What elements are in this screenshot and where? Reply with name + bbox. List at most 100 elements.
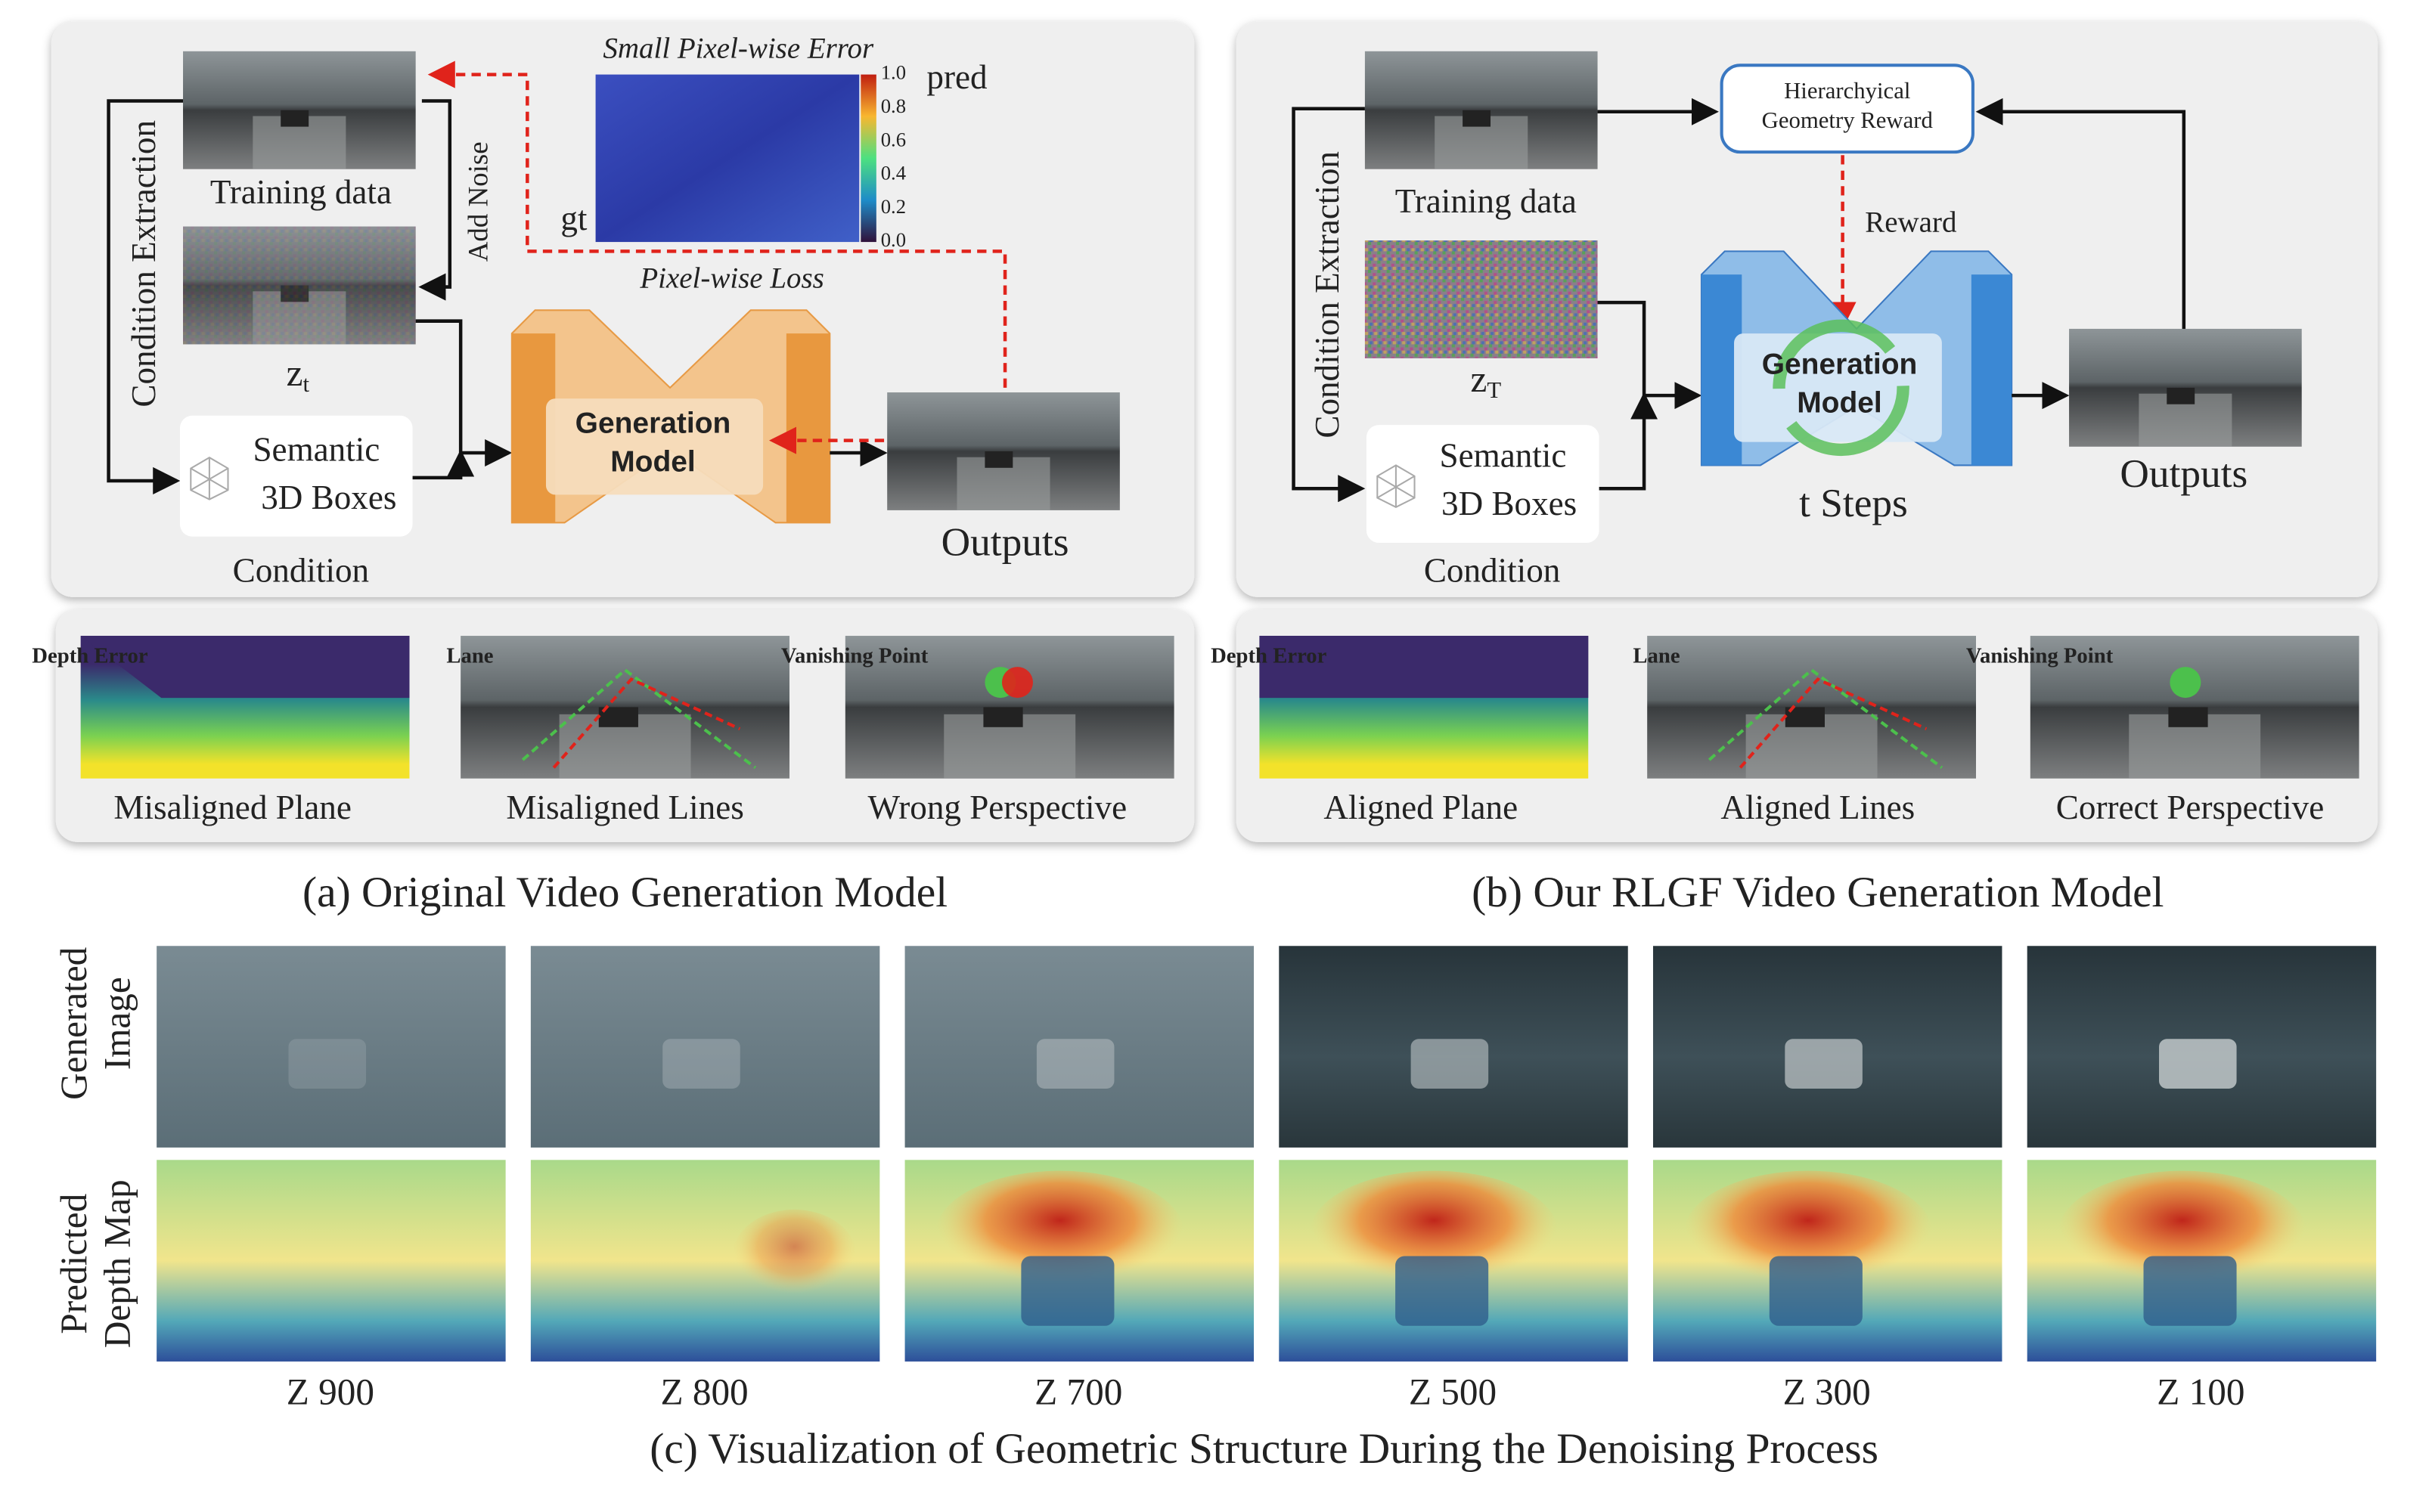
condition-box xyxy=(179,415,413,537)
example-caption: Misaligned Plane xyxy=(113,789,351,826)
cube-icon xyxy=(1376,464,1416,508)
latent-subscript: t xyxy=(302,371,309,397)
image-label: Training data xyxy=(210,173,392,211)
colorbar-tick: 0.4 xyxy=(881,162,906,184)
generated-image xyxy=(530,946,880,1148)
panel-caption: (a) Original Video Generation Model xyxy=(302,869,948,916)
outputs-label: Outputs xyxy=(941,519,1069,564)
row-label: Image xyxy=(96,977,138,1070)
depth-hotspot xyxy=(1310,1170,1559,1295)
depth-map xyxy=(157,1160,506,1362)
depth-hotspot xyxy=(1683,1170,1933,1295)
car-shape xyxy=(662,1039,740,1089)
model-side xyxy=(1971,274,2012,466)
condition-text: 3D Boxes xyxy=(261,479,396,516)
error-title: Small Pixel-wise Error xyxy=(603,33,874,65)
colorbar-tick: 0.2 xyxy=(881,195,906,218)
step-label: Z 800 xyxy=(660,1371,748,1412)
condition-label: Condition xyxy=(233,551,369,589)
flow-arrow xyxy=(415,319,513,467)
flow-arrow xyxy=(1975,98,2186,329)
reward-text: Geometry Reward xyxy=(1762,107,1933,133)
model-text: Model xyxy=(1797,387,1882,420)
car-shape xyxy=(1785,1039,1863,1089)
vertical-label: Condition Extraction xyxy=(125,120,163,407)
model-side xyxy=(786,333,830,523)
example-caption: Aligned Plane xyxy=(1323,789,1518,826)
step-label: Z 700 xyxy=(1035,1371,1122,1412)
reward-label: Reward xyxy=(1865,206,1956,238)
condition-text: Semantic xyxy=(1440,437,1567,475)
car-shape xyxy=(2159,1039,2237,1089)
depth-hotspot xyxy=(2058,1170,2306,1295)
panel-caption: (b) Our RLGF Video Generation Model xyxy=(1472,869,2164,916)
car-shape xyxy=(1410,1039,1489,1089)
flow-arrow xyxy=(107,99,184,494)
noise-overlay xyxy=(183,226,416,345)
model-text: Generation xyxy=(575,407,731,439)
flow-arrow xyxy=(418,99,452,301)
lane-line xyxy=(1739,677,1928,769)
latent-label: zT xyxy=(1471,358,1502,403)
step-label: Z 300 xyxy=(1783,1371,1871,1412)
depth-sky xyxy=(80,636,410,699)
depth-hotspot xyxy=(732,1209,857,1303)
step-label: Z 500 xyxy=(1409,1371,1497,1412)
colorbar-tick: 0.6 xyxy=(881,128,906,150)
depth-sky xyxy=(1259,636,1589,699)
car-depth xyxy=(1769,1256,1863,1326)
example-tag: Depth Error xyxy=(1211,643,1327,668)
error-map xyxy=(595,74,860,243)
car-shape xyxy=(288,1039,367,1089)
vertical-label: Add Noise xyxy=(462,141,493,262)
row-label: Generated xyxy=(53,947,95,1100)
condition-text: Semantic xyxy=(253,430,380,468)
pred-label: pred xyxy=(926,58,987,96)
cycle-icon xyxy=(1773,319,1909,457)
cube-icon xyxy=(190,456,229,500)
condition-box xyxy=(1366,425,1599,543)
example-caption: Aligned Lines xyxy=(1720,789,1915,826)
flow-arrow xyxy=(412,449,475,480)
car xyxy=(281,110,309,127)
gt-label: gt xyxy=(560,200,588,237)
example-tag: Vanishing Point xyxy=(1966,643,2114,668)
loss-label: Pixel-wise Loss xyxy=(639,262,824,294)
reward-box xyxy=(1720,64,1974,154)
image-label: Training data xyxy=(1395,182,1577,220)
latent-subscript: T xyxy=(1487,377,1501,403)
car xyxy=(985,451,1013,468)
example-tag: Lane xyxy=(1633,643,1680,668)
noise-image xyxy=(1364,240,1598,358)
flow-arrow xyxy=(1599,392,1658,491)
car-depth xyxy=(1021,1256,1115,1326)
car xyxy=(983,707,1023,727)
vertical-label: Condition Extraction xyxy=(1308,151,1346,438)
colorbar-tick: 0.0 xyxy=(881,228,906,251)
car xyxy=(1463,110,1491,127)
example-caption: Wrong Perspective xyxy=(867,789,1127,826)
model-box xyxy=(545,398,764,495)
flow-arrow xyxy=(1597,300,1702,410)
car xyxy=(2167,387,2195,404)
flow-arrow xyxy=(1292,107,1366,503)
colorbar-tick: 1.0 xyxy=(881,61,906,84)
model-text: Generation xyxy=(1762,348,1918,380)
condition-label: Condition xyxy=(1424,551,1560,589)
example-caption: Correct Perspective xyxy=(2056,789,2324,826)
reward-text: Hierarchyical xyxy=(1784,78,1910,104)
example-tag: Lane xyxy=(446,643,493,668)
car-depth xyxy=(2143,1256,2237,1326)
example-caption: Misaligned Lines xyxy=(506,789,743,826)
model-text: Model xyxy=(610,446,696,479)
generated-image xyxy=(904,946,1255,1148)
vp-green xyxy=(2170,667,2201,699)
panel-caption: (c) Visualization of Geometric Structure… xyxy=(650,1425,1878,1473)
row-label: Depth Map xyxy=(96,1179,138,1348)
steps-label: t Steps xyxy=(1799,480,1908,525)
loss-arrow xyxy=(427,60,1007,388)
generated-image xyxy=(157,946,506,1148)
row-label: Predicted xyxy=(53,1193,95,1334)
car-depth xyxy=(1395,1256,1489,1326)
